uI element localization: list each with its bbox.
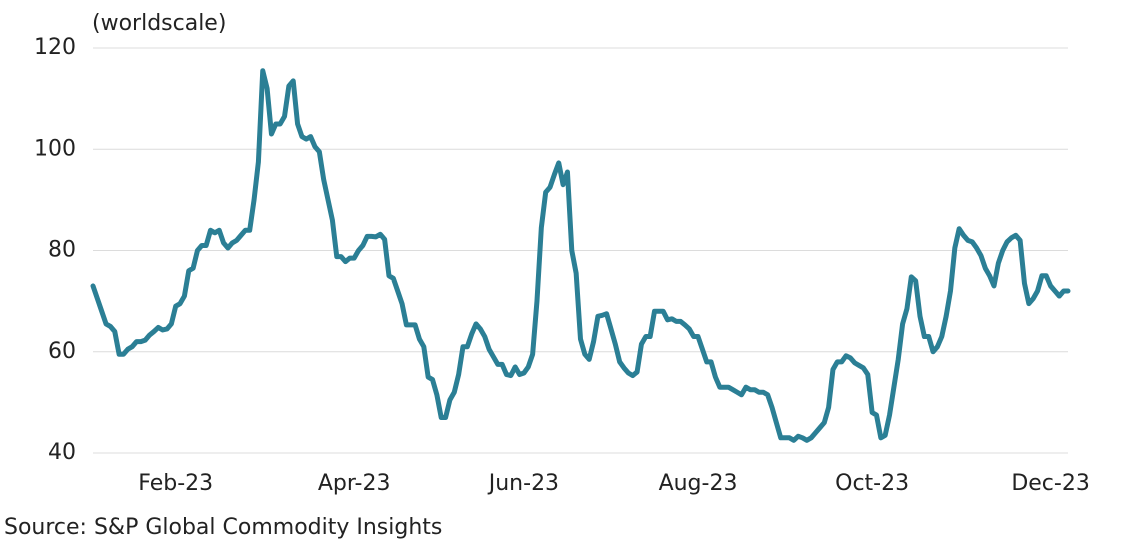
y-tick-label: 80	[48, 238, 76, 263]
source-note: Source: S&P Global Commodity Insights	[4, 515, 442, 540]
x-tick-label: Dec-23	[1011, 471, 1090, 496]
x-tick-label: Jun-23	[487, 471, 559, 496]
x-tick-label: Aug-23	[659, 471, 738, 496]
x-tick-label: Feb-23	[138, 471, 213, 496]
y-tick-label: 60	[48, 339, 76, 364]
data-line	[90, 68, 1071, 443]
y-tick-label: 120	[34, 35, 76, 60]
x-tick-label: Apr-23	[318, 471, 391, 496]
y-tick-label: 100	[34, 136, 76, 161]
y-tick-label: 40	[48, 440, 76, 465]
y-axis-label: (worldscale)	[92, 11, 226, 36]
x-tick-label: Oct-23	[835, 471, 909, 496]
